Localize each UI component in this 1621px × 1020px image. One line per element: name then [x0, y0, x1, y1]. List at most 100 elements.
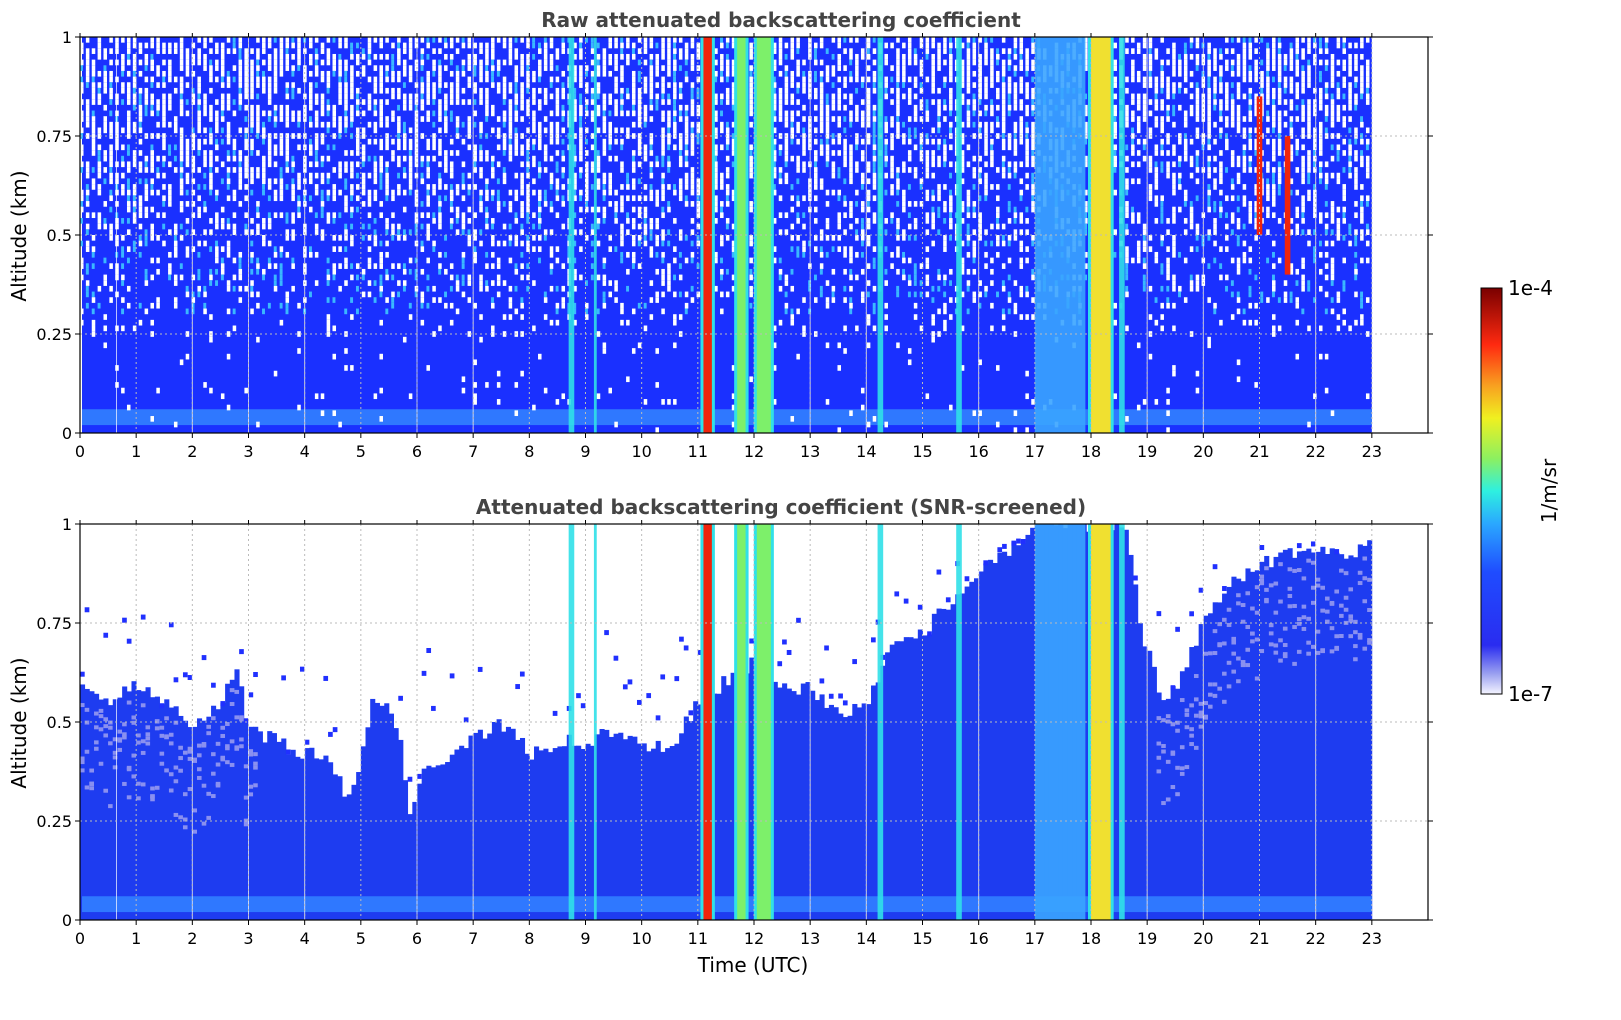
noise-cell: [408, 150, 412, 156]
noise-cell: [1236, 218, 1241, 224]
noise-cell: [1154, 195, 1159, 202]
noise-cell: [649, 251, 654, 258]
noise-cell: [1213, 155, 1217, 162]
noise-cell: [1324, 59, 1329, 66]
noise-cell: [555, 53, 560, 60]
noise-cell: [720, 206, 723, 213]
noise-cell: [1342, 82, 1346, 88]
noise-cell: [684, 70, 688, 77]
noise-cell: [367, 235, 372, 241]
noise-cell: [373, 161, 378, 168]
noise-cell: [1365, 65, 1370, 71]
noise-cell: [267, 116, 271, 122]
noise-cell: [1313, 59, 1317, 66]
noise-cell: [784, 212, 789, 219]
noise-cell: [966, 99, 971, 105]
noise-cell: [960, 218, 965, 224]
noise-cell: [485, 93, 489, 100]
noise-cell: [608, 70, 613, 77]
noise-cell: [749, 201, 753, 207]
noise-cell: [1172, 87, 1176, 94]
noise-cell: [919, 37, 924, 43]
noise-cell: [990, 48, 994, 54]
noise-cell: [673, 121, 677, 128]
noise-cell: [397, 172, 401, 179]
noise-cell: [361, 172, 366, 179]
noise-cell: [297, 59, 301, 66]
noise-cell: [849, 161, 853, 168]
noise-cell: [197, 99, 201, 105]
noise-cell: [1160, 70, 1164, 77]
noise-cell: [285, 133, 290, 139]
noise-cell: [244, 195, 248, 202]
noise-cell: [984, 76, 988, 83]
noise-cell: [1007, 76, 1012, 83]
noise-cell: [1001, 110, 1006, 117]
noise-cell: [1001, 82, 1006, 88]
noise-cell: [584, 99, 589, 105]
noise-cell: [80, 189, 84, 196]
noise-cell: [614, 87, 618, 94]
noise-cell: [896, 65, 900, 71]
noise-cell: [661, 240, 665, 247]
noise-cell: [426, 76, 430, 83]
noise-cell: [455, 99, 460, 105]
noise-cell: [1254, 218, 1258, 224]
noise-cell: [937, 110, 941, 117]
noise-cell: [538, 121, 542, 128]
noise-cell: [279, 59, 284, 66]
noise-cell: [778, 150, 782, 156]
noise-cell: [1136, 127, 1141, 134]
noise-cell: [1342, 104, 1346, 111]
noise-cell: [496, 161, 501, 168]
noise-cell: [937, 206, 941, 213]
noise-cell: [937, 144, 941, 151]
noise-cell: [379, 87, 383, 94]
noise-cell: [543, 53, 548, 60]
noise-cell: [1031, 240, 1035, 247]
noise-cell: [250, 127, 254, 134]
noise-cell: [1019, 37, 1024, 43]
noise-cell: [790, 93, 795, 100]
noise-cell: [1031, 99, 1035, 105]
noise-cell: [150, 178, 154, 185]
noise-cell: [414, 65, 419, 71]
noise-cell: [426, 53, 430, 60]
noise-cell: [350, 172, 354, 179]
noise-cell: [919, 70, 924, 77]
noise-cell: [338, 93, 342, 100]
noise-cell: [837, 42, 842, 49]
noise-cell: [1160, 201, 1164, 207]
noise-cell: [1242, 167, 1247, 173]
noise-cell: [1277, 48, 1281, 54]
noise-cell: [837, 37, 842, 43]
noise-cell: [825, 223, 830, 230]
noise-cell: [608, 93, 613, 100]
noise-cell: [291, 70, 295, 77]
noise-cell: [667, 59, 671, 66]
noise-cell: [1348, 172, 1352, 179]
noise-cell: [1031, 172, 1035, 179]
noise-cell: [573, 189, 577, 196]
noise-cell: [925, 48, 930, 54]
noise-cell: [720, 42, 724, 49]
noise-cell: [185, 218, 190, 224]
noise-cell: [796, 201, 800, 207]
noise-cell: [91, 59, 96, 66]
noise-cell: [1225, 144, 1229, 151]
noise-cell: [1354, 104, 1358, 111]
noise-cell: [1019, 212, 1024, 219]
noise-cell: [332, 104, 337, 111]
noise-cell: [608, 127, 613, 134]
noise-cell: [244, 76, 248, 83]
noise-cell: [790, 138, 794, 145]
noise-cell: [455, 65, 459, 71]
noise-cell: [438, 76, 442, 83]
noise-cell: [972, 104, 977, 111]
noise-cell: [238, 178, 243, 185]
noise-cell: [1025, 65, 1029, 71]
noise-cell: [990, 240, 994, 247]
noise-cell: [250, 218, 254, 224]
noise-cell: [467, 235, 472, 241]
